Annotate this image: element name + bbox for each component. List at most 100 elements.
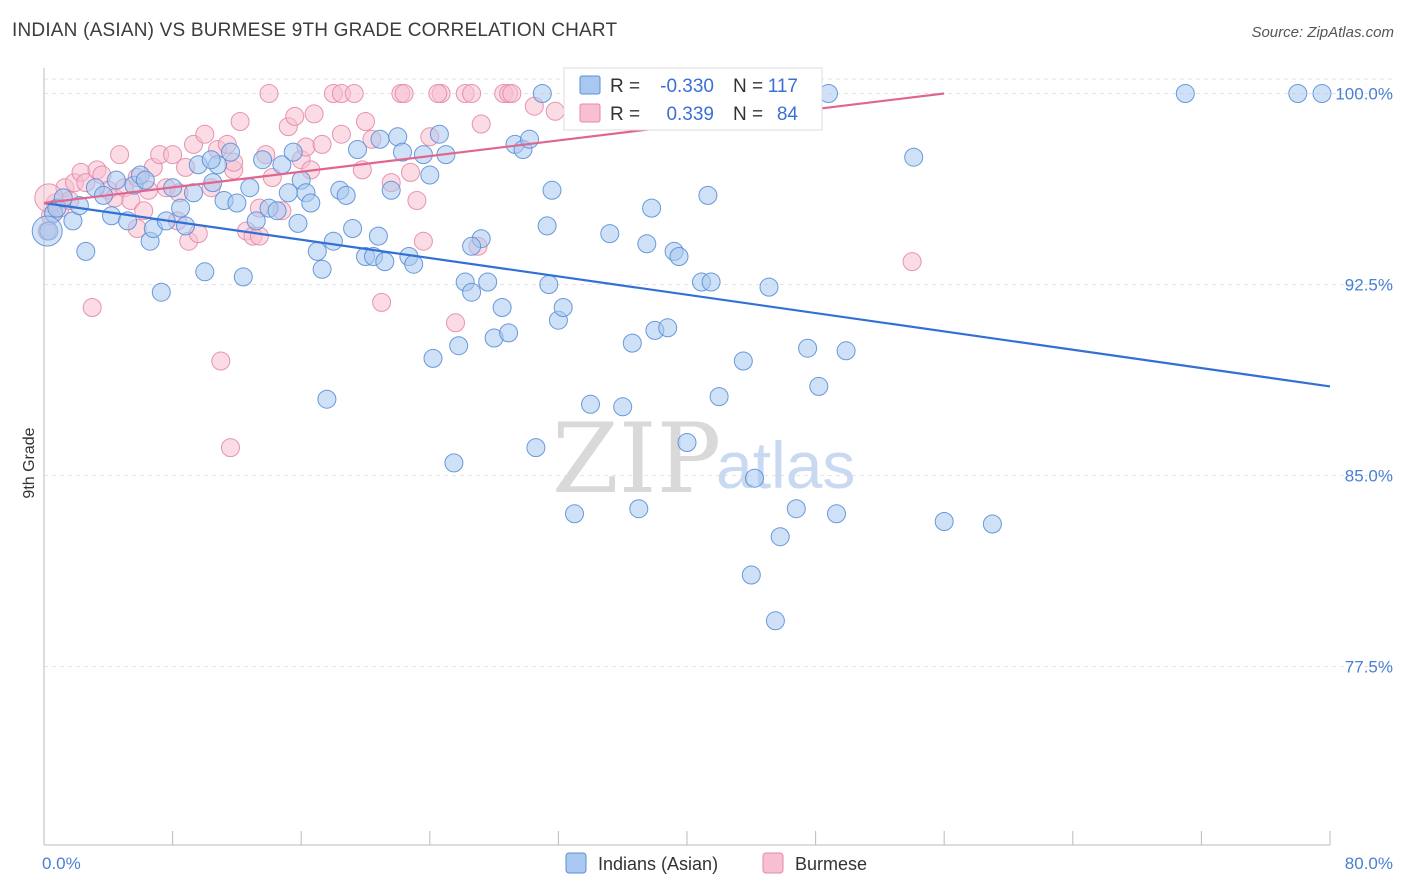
point-burmese-72	[545, 101, 565, 121]
point-indians-20	[171, 198, 191, 218]
point-indians-28	[221, 142, 240, 162]
point-indians-88	[642, 198, 662, 218]
point-indians-90	[658, 318, 678, 338]
point-indians-108	[836, 341, 856, 361]
point-indians-107	[827, 504, 846, 524]
point-indians-72	[499, 323, 519, 343]
point-indians-101	[765, 611, 785, 631]
grid-lines	[44, 78, 1395, 668]
point-indians-69	[478, 272, 498, 292]
point-burmese-70	[502, 84, 522, 103]
point-burmese-44	[285, 106, 305, 126]
point-indians-96	[701, 272, 721, 292]
point-indians-105	[809, 376, 829, 396]
point-indians-65	[449, 336, 469, 356]
watermark-atlas: atlas	[716, 428, 855, 502]
trend-lines	[43, 92, 1331, 388]
point-indians-119	[462, 236, 482, 256]
point-indians-38	[283, 142, 303, 162]
point-indians-3	[53, 188, 73, 208]
point-indians-14	[135, 170, 155, 190]
point-indians-95	[698, 185, 718, 205]
point-indians-99	[745, 468, 764, 488]
point-indians-30	[233, 267, 253, 287]
point-indians-120	[537, 216, 557, 236]
point-burmese-67	[471, 114, 491, 134]
point-indians-82	[565, 504, 584, 524]
point-burmese-75	[259, 84, 279, 103]
point-indians-45	[323, 231, 343, 251]
point-indians-84	[600, 224, 620, 244]
point-burmese-65	[462, 84, 482, 103]
point-indians-78	[539, 275, 559, 294]
stats-box: R = -0.330 N = 117 R = 0.339 N = 84	[563, 67, 823, 131]
y-tick-label-2: 92.5%	[1345, 276, 1393, 295]
point-indians-110	[934, 512, 954, 531]
point-indians-61	[423, 348, 443, 368]
stats-r-label-2: R =	[610, 104, 640, 125]
point-burmese-74	[902, 252, 922, 272]
point-indians-17	[151, 282, 171, 302]
legend-label-burmese: Burmese	[795, 854, 867, 874]
x-tick-label-min: 0.0%	[42, 854, 81, 873]
point-indians-54	[381, 180, 401, 200]
stats-swatch-burmese	[579, 103, 601, 123]
point-indians-10	[106, 170, 126, 190]
point-indians-33	[253, 150, 273, 170]
point-indians-52	[370, 129, 390, 149]
point-indians-cluster	[31, 215, 63, 247]
stats-r-value-burmese: 0.339	[666, 104, 714, 125]
point-indians-76	[526, 438, 546, 458]
point-indians-83	[581, 394, 600, 414]
point-burmese-63	[446, 313, 465, 333]
point-indians-86	[629, 499, 649, 519]
point-indians-6	[76, 241, 96, 261]
y-tick-label-0: 77.5%	[1345, 658, 1393, 677]
point-indians-104	[798, 338, 818, 358]
point-indians-114	[1312, 84, 1332, 103]
point-indians-81	[553, 298, 573, 317]
stats-box-frame	[563, 67, 823, 131]
point-indians-31	[240, 178, 260, 198]
stats-n-value-indians: 117	[768, 76, 798, 97]
point-indians-53	[375, 252, 395, 272]
point-burmese-9	[82, 298, 102, 317]
legend-swatch-indians	[565, 852, 587, 874]
point-indians-87	[637, 234, 657, 254]
point-indians-58	[404, 254, 424, 274]
point-indians-118	[622, 333, 642, 353]
tick-labels: 77.5% 85.0% 92.5% 100.0% 0.0% 80.0%	[42, 84, 1393, 873]
point-indians-111	[982, 514, 1002, 534]
point-indians-77	[532, 84, 552, 103]
watermark-zip: ZIP	[552, 403, 721, 515]
point-indians-71	[492, 298, 512, 317]
point-indians-48	[343, 219, 363, 238]
point-indians-85	[613, 397, 633, 417]
point-burmese-41	[262, 168, 282, 187]
point-indians-64	[444, 453, 464, 473]
trend-line-indians	[43, 201, 1331, 388]
point-burmese-58	[401, 162, 420, 182]
point-indians-121	[759, 277, 779, 297]
point-indians-21	[176, 216, 195, 236]
point-indians-47	[336, 185, 356, 205]
point-indians-24	[195, 262, 215, 282]
point-indians-43	[312, 259, 332, 279]
legend-swatch-burmese	[762, 852, 784, 874]
y-axis-label: 9th Grade	[21, 427, 38, 498]
point-indians-5	[69, 196, 89, 216]
point-indians-109	[904, 147, 924, 167]
point-indians-92	[669, 247, 689, 266]
legend-label-indians: Indians (Asian)	[598, 854, 718, 874]
point-indians-44	[317, 389, 337, 409]
chart-title: INDIAN (ASIAN) VS BURMESE 9TH GRADE CORR…	[12, 20, 618, 41]
point-indians-56	[393, 142, 412, 162]
point-indians-103	[786, 499, 806, 519]
x-tick-label-max: 80.0%	[1345, 854, 1393, 873]
point-burmese-34	[221, 438, 240, 458]
point-indians-116	[288, 213, 308, 233]
point-indians-79	[542, 180, 562, 200]
point-indians-41	[301, 193, 321, 213]
point-indians-117	[368, 226, 388, 246]
